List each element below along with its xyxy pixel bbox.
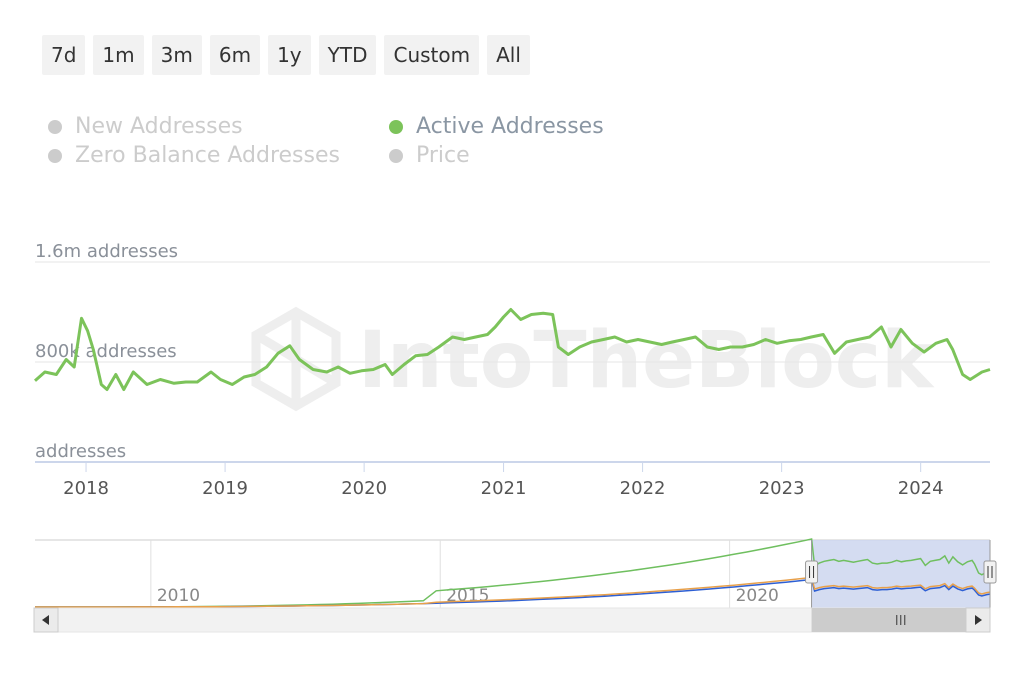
- legend-dot-icon: [389, 119, 403, 134]
- navigator-series-orange: [35, 576, 991, 608]
- series-line-active-addresses: [34, 308, 991, 391]
- legend-label: New Addresses: [75, 114, 243, 139]
- range-button-ytd[interactable]: YTD: [318, 35, 377, 75]
- y-tick-label: 1.6m addresses: [35, 241, 178, 262]
- legend-item-price[interactable]: Price: [389, 143, 470, 168]
- legend-item-active-addresses[interactable]: Active Addresses: [389, 114, 604, 139]
- navigator-selection-mask[interactable]: [811, 540, 990, 608]
- range-button-7d[interactable]: 7d: [42, 35, 86, 75]
- range-button-6m[interactable]: 6m: [209, 35, 261, 75]
- range-button-custom[interactable]: Custom: [384, 35, 480, 75]
- range-selector: 7d 1m 3m 6m 1y YTD Custom All: [42, 35, 530, 75]
- legend-label: Zero Balance Addresses: [75, 143, 340, 168]
- navigator[interactable]: 2010 2015 2020: [33, 538, 997, 633]
- navigator-tick-label: 2010: [157, 586, 200, 606]
- legend-dot-icon: [389, 148, 403, 163]
- range-button-1y[interactable]: 1y: [268, 35, 311, 75]
- navigator-handle-right[interactable]: [983, 560, 997, 584]
- y-axis-labels: addresses 800k addresses 1.6m addresses: [35, 241, 178, 462]
- x-tick-label: 2022: [620, 478, 666, 499]
- x-axis: 2018 2019 2020 2021 2022 2023 2024: [35, 461, 990, 499]
- y-tick-label: 800k addresses: [35, 341, 177, 362]
- x-tick-label: 2018: [63, 478, 109, 499]
- series-layer: [34, 308, 991, 391]
- x-tick-label: 2021: [481, 478, 527, 499]
- arrow-left-icon: [42, 615, 49, 625]
- legend-dot-icon: [48, 148, 62, 163]
- navigator-handle-left[interactable]: [805, 560, 819, 584]
- legend-label: Active Addresses: [416, 114, 604, 139]
- watermark-logo-icon: [251, 306, 341, 412]
- range-button-3m[interactable]: 3m: [151, 35, 202, 75]
- x-tick-label: 2019: [202, 478, 248, 499]
- legend-item-zero-balance-addresses[interactable]: Zero Balance Addresses: [48, 143, 340, 168]
- arrow-right-icon: [975, 615, 982, 625]
- x-tick-label: 2023: [759, 478, 805, 499]
- watermark-text: IntoTheBlock: [358, 316, 935, 406]
- y-tick-label: addresses: [35, 441, 126, 462]
- range-button-1m[interactable]: 1m: [93, 35, 144, 75]
- x-tick-label: 2024: [898, 478, 944, 499]
- x-tick-label: 2020: [341, 478, 387, 499]
- legend-label: Price: [416, 143, 470, 168]
- legend-item-new-addresses[interactable]: New Addresses: [48, 114, 243, 139]
- gridlines: [35, 261, 990, 363]
- range-button-all[interactable]: All: [487, 35, 530, 75]
- navigator-tick-label: 2020: [736, 586, 779, 606]
- legend-dot-icon: [48, 119, 62, 134]
